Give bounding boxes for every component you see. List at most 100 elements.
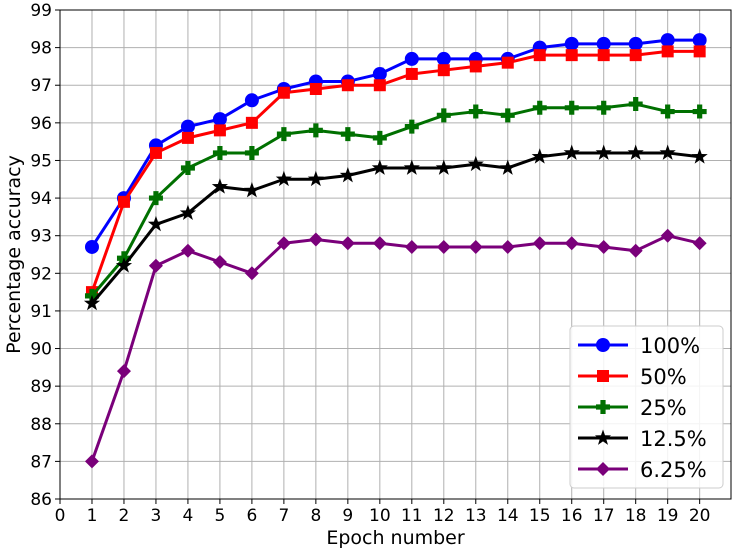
data-point <box>660 228 675 243</box>
series-4 <box>83 144 708 311</box>
data-point <box>372 66 387 81</box>
series-group <box>83 33 708 469</box>
y-axis-ticks: 86 87 88 89 90 91 92 93 94 95 96 97 98 99 <box>30 1 60 510</box>
data-point <box>307 170 324 187</box>
data-point <box>84 239 99 254</box>
legend: 100% 50% 25% 12.5% 6.25% <box>569 325 724 489</box>
x-tick-label: 13 <box>465 506 487 526</box>
y-tick-label: 87 <box>30 452 52 472</box>
data-point <box>532 100 547 115</box>
data-point <box>403 159 420 175</box>
series-line <box>90 151 700 305</box>
x-tick-label: 12 <box>433 506 455 526</box>
legend-entry: 50% <box>578 365 687 389</box>
legend-entry: 100% <box>578 334 700 358</box>
data-point <box>277 86 290 99</box>
legend-label: 12.5% <box>640 427 707 451</box>
data-point <box>596 100 611 115</box>
legend-entry: 6.25% <box>578 458 707 482</box>
plot-frame <box>59 9 732 500</box>
data-point <box>565 49 578 62</box>
data-point <box>148 191 163 206</box>
data-point <box>340 127 355 142</box>
data-point <box>692 104 707 119</box>
data-point <box>244 266 259 281</box>
data-point <box>468 104 483 119</box>
data-point <box>372 130 387 145</box>
data-point <box>531 148 548 164</box>
data-point <box>179 204 197 220</box>
legend-label: 50% <box>640 365 687 389</box>
x-tick-label: 7 <box>278 506 289 526</box>
data-point <box>436 51 451 66</box>
data-point <box>661 45 674 58</box>
series-2 <box>85 45 706 299</box>
data-point <box>435 159 452 175</box>
data-point <box>147 215 165 232</box>
data-point <box>308 232 323 247</box>
data-point <box>692 236 707 251</box>
y-tick-label: 96 <box>30 114 52 134</box>
data-point <box>244 93 259 108</box>
data-point <box>692 33 707 48</box>
data-point <box>117 195 130 208</box>
data-point <box>564 100 579 115</box>
x-tick-label: 0 <box>55 506 66 526</box>
data-point <box>373 79 386 92</box>
x-tick-label: 17 <box>593 506 615 526</box>
legend-label: 100% <box>640 334 700 358</box>
y-tick-label: 95 <box>30 151 52 171</box>
data-point <box>276 127 291 142</box>
x-axis-label: Epoch number <box>326 527 465 549</box>
data-point <box>437 64 450 77</box>
x-tick-label: 4 <box>183 506 194 526</box>
data-point <box>596 36 611 51</box>
x-tick-label: 18 <box>625 506 647 526</box>
data-point <box>467 155 484 172</box>
data-point <box>243 182 260 198</box>
x-tick-label: 20 <box>689 506 711 526</box>
data-point <box>595 144 612 160</box>
data-point <box>180 119 195 134</box>
data-point <box>180 243 195 258</box>
x-tick-label: 9 <box>342 506 353 526</box>
data-point <box>468 239 483 254</box>
y-tick-label: 89 <box>30 377 52 397</box>
y-tick-label: 93 <box>30 227 52 247</box>
legend-box <box>569 325 724 489</box>
data-point <box>436 239 451 254</box>
data-point <box>371 159 388 175</box>
data-point <box>341 79 354 92</box>
y-axis-label: Percentage accuracy <box>3 155 25 354</box>
x-tick-label: 11 <box>401 506 423 526</box>
x-tick-label: 5 <box>215 506 226 526</box>
legend-marker <box>596 462 610 476</box>
data-point <box>500 239 515 254</box>
data-point <box>691 148 708 164</box>
y-tick-label: 88 <box>30 415 52 435</box>
data-point <box>372 236 387 251</box>
legend-marker <box>596 400 610 414</box>
data-point <box>596 239 611 254</box>
legend-label: 6.25% <box>640 458 707 482</box>
y-tick-label: 86 <box>30 490 52 510</box>
legend-entry: 12.5% <box>578 427 707 451</box>
data-point <box>115 257 133 273</box>
data-point <box>308 123 323 138</box>
y-tick-label: 92 <box>30 264 52 284</box>
data-point <box>660 104 675 119</box>
data-point <box>404 119 419 134</box>
y-tick-label: 97 <box>30 76 52 96</box>
data-point <box>181 131 194 144</box>
legend-marker <box>596 338 610 352</box>
data-point <box>405 67 418 80</box>
data-point <box>597 49 610 62</box>
data-point <box>628 243 643 258</box>
data-point <box>213 124 226 137</box>
x-tick-label: 19 <box>657 506 679 526</box>
data-point <box>180 160 195 175</box>
legend-entry: 25% <box>578 396 687 420</box>
x-tick-label: 16 <box>561 506 583 526</box>
data-point <box>339 167 356 183</box>
